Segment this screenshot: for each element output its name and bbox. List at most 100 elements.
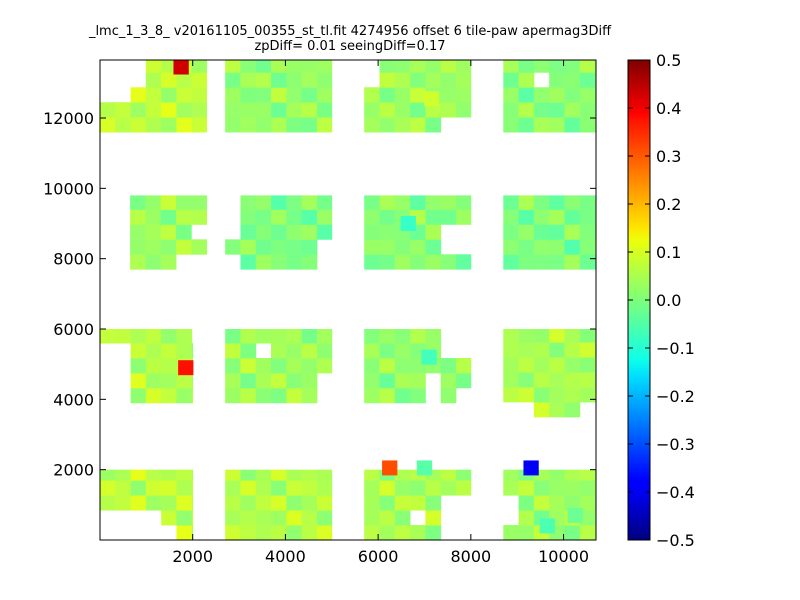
heatmap-cell	[579, 224, 596, 240]
heatmap-cell	[255, 72, 272, 88]
heatmap-cell	[518, 495, 535, 511]
colorbar-tick-label: −0.4	[656, 483, 695, 502]
heatmap-cell	[549, 372, 565, 388]
chart-subtitle: zpDiff= 0.01 seeingDiff=0.17	[254, 39, 446, 54]
heatmap-cell	[425, 72, 442, 88]
heatmap-cell	[316, 469, 333, 481]
heatmap-cell	[533, 60, 550, 73]
heatmap-cell	[579, 329, 596, 343]
heatmap-cell	[191, 195, 208, 210]
heatmap-cell	[364, 510, 380, 526]
heatmap-cell	[176, 372, 193, 389]
heatmap-cell	[271, 387, 287, 404]
heatmap-cell	[130, 195, 146, 210]
heatmap-cell	[410, 254, 426, 270]
heatmap-cell	[255, 358, 272, 374]
heatmap-cell	[364, 358, 380, 374]
heatmap-cell	[316, 195, 333, 210]
heatmap-cell	[145, 387, 162, 404]
heatmap-cell	[271, 239, 287, 255]
heatmap-cell	[364, 329, 380, 344]
y-tick-label: 6000	[53, 320, 94, 339]
heatmap-cell	[271, 72, 287, 88]
heatmap-cell	[240, 102, 257, 118]
heatmap-cell	[440, 358, 457, 374]
heatmap-cell	[579, 510, 596, 526]
heatmap-cell	[130, 224, 146, 240]
heatmap-cell	[518, 239, 535, 255]
heatmap-cell	[579, 372, 596, 388]
heatmap-outlier-cell	[423, 91, 440, 107]
heatmap-cell	[410, 117, 426, 133]
heatmap-cell	[240, 209, 257, 225]
heatmap-cell	[503, 342, 519, 358]
heatmap-cell	[301, 387, 318, 404]
heatmap-cell	[425, 209, 442, 225]
heatmap-cell	[379, 495, 396, 511]
colorbar-tick-label: 0.1	[656, 243, 681, 262]
heatmap-cell	[364, 525, 380, 541]
heatmap-cell	[286, 209, 303, 225]
heatmap-cell	[240, 60, 257, 73]
heatmap-cell	[161, 469, 177, 481]
heatmap-cell	[564, 195, 581, 210]
heatmap-cell	[191, 469, 194, 481]
heatmap-cell	[160, 209, 177, 225]
heatmap-cell	[364, 224, 380, 240]
heatmap-cell	[176, 72, 193, 88]
heatmap-cell	[518, 224, 535, 240]
heatmap-cell	[145, 87, 162, 103]
heatmap-cell	[225, 60, 241, 73]
heatmap-cell	[379, 510, 396, 526]
heatmap-cell	[286, 117, 303, 133]
heatmap-cell	[225, 343, 241, 359]
heatmap-cell	[176, 87, 193, 103]
heatmap-cell	[271, 195, 287, 210]
heatmap-cell	[130, 469, 147, 481]
heatmap-cell	[379, 525, 396, 541]
heatmap-cell	[130, 102, 147, 118]
heatmap-cell	[579, 60, 596, 73]
heatmap-cell	[564, 357, 581, 373]
heatmap-cell	[379, 224, 396, 240]
heatmap-cell	[518, 357, 535, 373]
heatmap-cell	[518, 102, 535, 118]
colorbar: 0.5 0.4 0.3 0.2 0.1 0.0 −0.1 −0.2 −0.3 −0.4 −0.5	[627, 51, 695, 550]
heatmap-cell	[191, 60, 208, 73]
heatmap-cell	[145, 239, 162, 255]
heatmap-cell	[301, 469, 318, 481]
heatmap-cell	[394, 495, 411, 511]
heatmap-cell	[364, 87, 380, 103]
heatmap-cell	[225, 239, 241, 255]
heatmap-cell	[286, 60, 303, 73]
heatmap-cell	[255, 209, 272, 225]
heatmap-cell	[518, 525, 535, 541]
heatmap-cell	[301, 254, 318, 270]
heatmap-cell	[579, 342, 596, 358]
heatmap-cell	[191, 117, 208, 133]
heatmap-cell	[115, 495, 131, 511]
heatmap-cell	[549, 480, 565, 496]
heatmap-cell	[456, 358, 472, 374]
y-tick-label: 4000	[53, 390, 94, 409]
heatmap-cell	[533, 480, 550, 496]
heatmap-cell	[564, 495, 581, 511]
heatmap-cell	[425, 469, 442, 481]
heatmap-cell	[225, 358, 241, 374]
heatmap-cell	[255, 239, 272, 255]
heatmap-cell	[410, 329, 426, 344]
heatmap-cell	[100, 495, 116, 511]
heatmap-cell	[271, 102, 287, 118]
heatmap-cell	[115, 480, 131, 496]
heatmap-cell	[518, 342, 535, 358]
heatmap-cell	[316, 224, 333, 240]
heatmap-cell	[161, 387, 177, 404]
heatmap-cell	[456, 209, 472, 225]
colorbar-tick-label: 0.5	[656, 51, 681, 70]
heatmap-cell	[301, 372, 318, 389]
heatmap-cell	[130, 343, 147, 359]
heatmap-cell	[161, 480, 177, 496]
heatmap-cell	[301, 72, 318, 88]
heatmap-cell	[564, 342, 581, 358]
heatmap-cell	[130, 239, 146, 255]
